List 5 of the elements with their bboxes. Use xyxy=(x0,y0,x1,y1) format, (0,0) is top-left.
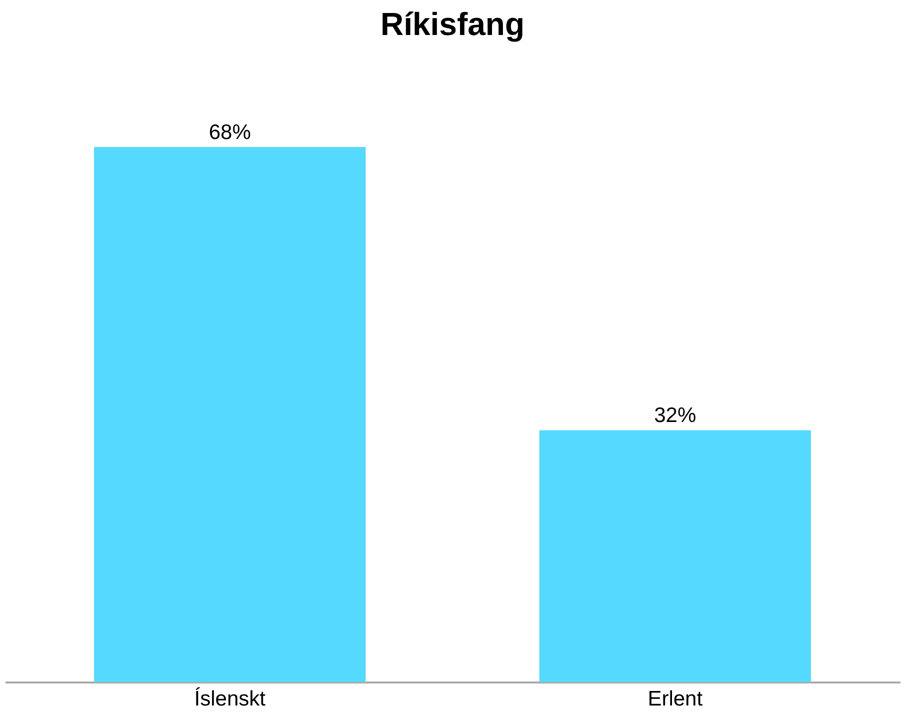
x-tick-label: Erlent xyxy=(648,688,703,710)
data-label: 68% xyxy=(208,121,251,144)
x-tick-label: Íslenskt xyxy=(194,686,266,710)
chart-title: Ríkisfang xyxy=(380,6,525,42)
data-label: 32% xyxy=(654,404,696,428)
